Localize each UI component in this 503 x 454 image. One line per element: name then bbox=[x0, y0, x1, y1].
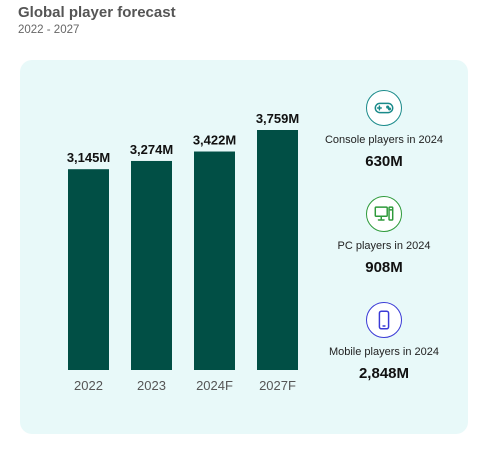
bar-2022 bbox=[68, 169, 109, 370]
stat-value: 908M bbox=[365, 259, 403, 276]
stat-console: Console players in 2024 630M bbox=[309, 90, 459, 170]
x-tick-label-2027F: 2027F bbox=[259, 378, 296, 393]
data-label-2022: 3,145M bbox=[67, 150, 110, 165]
stat-mobile: Mobile players in 2024 2,848M bbox=[309, 302, 459, 382]
stat-label: Mobile players in 2024 bbox=[328, 346, 440, 358]
chart-subtitle: 2022 - 2027 bbox=[18, 24, 80, 36]
chart-title: Global player forecast bbox=[18, 4, 176, 21]
stat-label: PC players in 2024 bbox=[337, 240, 431, 252]
stat-value: 2,848M bbox=[358, 365, 410, 382]
chart-card: 3,145M 2022 3,274M 2023 3,422M 2024F 3,759M 202… bbox=[20, 60, 468, 434]
data-label-2024F: 3,422M bbox=[193, 133, 236, 148]
bar-2023 bbox=[131, 160, 172, 370]
stat-value: 630M bbox=[365, 153, 403, 170]
bar-2027F bbox=[257, 130, 298, 370]
x-tick-label-2023: 2023 bbox=[137, 378, 166, 393]
gamepad-icon bbox=[366, 90, 402, 126]
stat-pc: PC players in 2024 908M bbox=[309, 196, 459, 276]
x-tick-label-2022: 2022 bbox=[74, 378, 103, 393]
bar-chart: 3,145M 2022 3,274M 2023 3,422M 2024F 3,759M 202… bbox=[67, 111, 299, 393]
data-label-2027F: 3,759M bbox=[256, 111, 299, 126]
smartphone-icon bbox=[366, 302, 402, 338]
bar-2024F bbox=[194, 151, 235, 370]
x-tick-label-2024F: 2024F bbox=[196, 378, 233, 393]
desktop-pc-icon bbox=[366, 196, 402, 232]
data-label-2023: 3,274M bbox=[130, 142, 173, 157]
stat-label: Console players in 2024 bbox=[324, 134, 444, 146]
